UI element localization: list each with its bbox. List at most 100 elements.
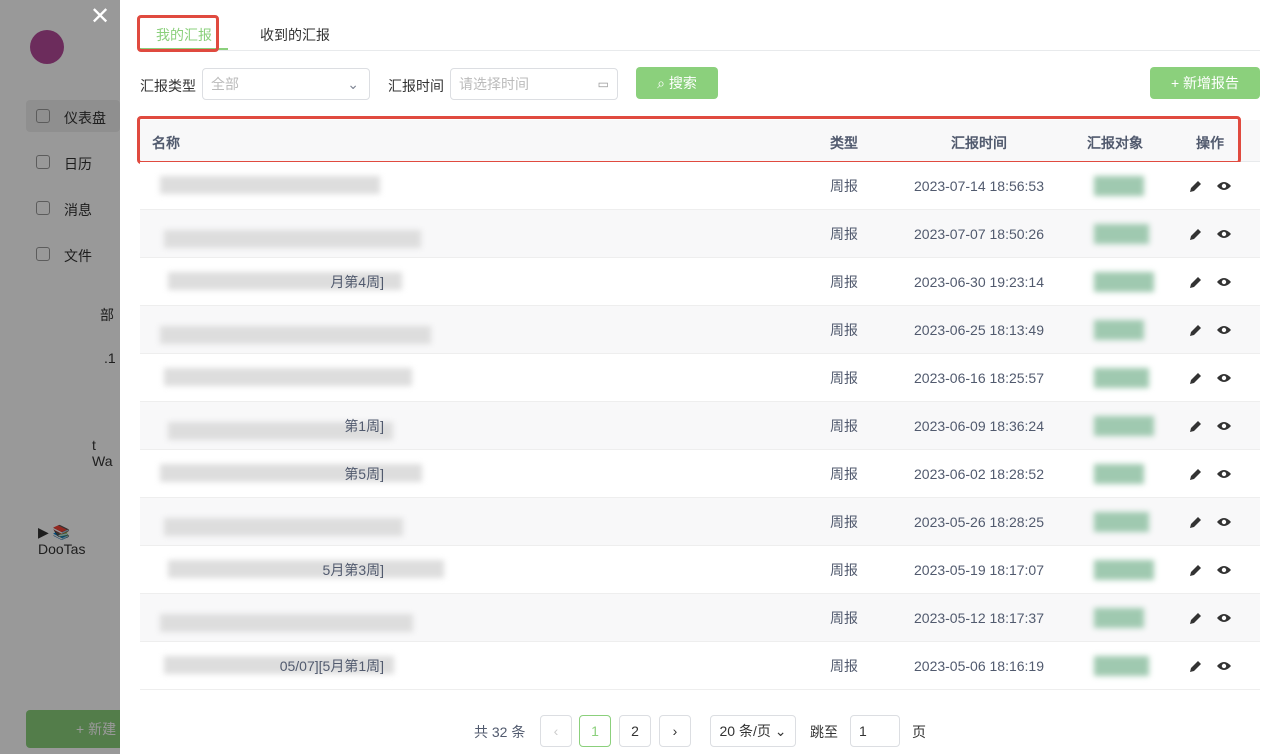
blurred-name (168, 560, 444, 578)
view-icon[interactable] (1216, 563, 1232, 580)
view-icon[interactable] (1216, 227, 1232, 244)
view-icon[interactable] (1216, 515, 1232, 532)
active-item (26, 100, 120, 132)
table-row: 周报 2023-05-26 18:28:25 (140, 498, 1260, 546)
side-icon (36, 247, 50, 261)
highlight (137, 15, 219, 52)
placeholder: 请选择时间 (459, 76, 529, 92)
project[interactable]: ▶ 📚 DooTas (38, 524, 86, 557)
next[interactable]: › (659, 715, 691, 747)
modal: 我的汇报 收到的汇报 汇报类型 全部 ⌄ 汇报时间 请选择时间 ▭ ⌕ 搜索 + 新… (120, 0, 1280, 754)
table-row: 5月第3周] 周报 2023-05-19 18:17:07 (140, 546, 1260, 594)
side-text: t Wa (92, 437, 113, 469)
row-name: 第5周] (344, 466, 384, 482)
row-type: 周报 (830, 418, 858, 434)
blurred-name (164, 368, 412, 386)
row-type: 周报 (830, 514, 858, 530)
view-icon[interactable] (1216, 611, 1232, 628)
row-time: 2023-06-09 18:36:24 (914, 418, 1044, 434)
total: 共 32 条 (474, 724, 526, 740)
page-size[interactable]: 20 条/页 ⌄ (710, 715, 796, 747)
row-type: 周报 (830, 658, 858, 674)
edit-icon[interactable] (1189, 467, 1203, 484)
row-time: 2023-05-19 18:17:07 (914, 562, 1044, 578)
edit-icon[interactable] (1189, 275, 1203, 292)
page[interactable]: 1 (579, 715, 611, 747)
blurred-target (1094, 224, 1149, 244)
placeholder: 全部 (211, 76, 239, 92)
edit-icon[interactable] (1189, 563, 1203, 580)
blurred-target (1094, 560, 1154, 580)
view-icon[interactable] (1216, 419, 1232, 436)
edit-icon[interactable] (1189, 371, 1203, 388)
prev[interactable]: ‹ (540, 715, 572, 747)
row-type: 周报 (830, 562, 858, 578)
side-item[interactable]: 文件 (64, 248, 92, 264)
blurred-name (164, 518, 403, 536)
view-icon[interactable] (1216, 275, 1232, 292)
column-header: 名称 (152, 135, 180, 151)
new-text: 新建 (88, 721, 117, 737)
blurred-name (160, 614, 413, 632)
edit-icon[interactable] (1189, 179, 1203, 196)
new-button[interactable]: + 新建 (26, 710, 126, 748)
goto: 跳至 (810, 724, 838, 740)
row-time: 2023-06-16 18:25:57 (914, 370, 1044, 386)
table-row: 05/07][5月第1周] 周报 2023-05-06 18:16:19 (140, 642, 1260, 690)
view-icon[interactable] (1216, 371, 1232, 388)
avatar (30, 30, 64, 64)
close[interactable]: ✕ (90, 3, 111, 30)
row-time: 2023-06-25 18:13:49 (914, 322, 1044, 338)
row-type: 周报 (830, 322, 858, 338)
view-icon[interactable] (1216, 467, 1232, 484)
row-type: 周报 (830, 226, 858, 242)
button-text: 新增报告 (1183, 75, 1240, 91)
table-row: 周报 2023-07-07 18:50:26 (140, 210, 1260, 258)
row-name: 第1周] (344, 418, 384, 434)
row-type: 周报 (830, 370, 858, 386)
tab[interactable]: 我的汇报 (156, 27, 212, 43)
blurred-name (164, 230, 421, 248)
side-text: 部 (100, 307, 114, 323)
row-time: 2023-07-07 18:50:26 (914, 226, 1044, 242)
blurred-target (1094, 368, 1149, 388)
row-type: 周报 (830, 466, 858, 482)
column-header: 汇报对象 (1087, 135, 1143, 151)
side-item[interactable]: 仪表盘 (64, 110, 106, 126)
edit-icon[interactable] (1189, 323, 1203, 340)
tab[interactable]: 收到的汇报 (260, 27, 330, 43)
side-item[interactable]: 日历 (64, 156, 92, 172)
side-item[interactable]: 消息 (64, 202, 92, 218)
view-icon[interactable] (1216, 179, 1232, 196)
edit-icon[interactable] (1189, 515, 1203, 532)
blurred-target (1094, 464, 1144, 484)
row-time: 2023-06-02 18:28:52 (914, 466, 1044, 482)
button-text: 搜索 (668, 75, 697, 91)
page[interactable]: 2 (619, 715, 651, 747)
view-icon[interactable] (1216, 323, 1232, 340)
row-time: 2023-05-26 18:28:25 (914, 514, 1044, 530)
view-icon[interactable] (1216, 659, 1232, 676)
unit: 页 (912, 724, 926, 740)
edit-icon[interactable] (1189, 419, 1203, 436)
blurred-name (168, 422, 393, 440)
time-input[interactable]: 请选择时间 ▭ (450, 68, 618, 100)
blurred-name (160, 464, 422, 482)
edit-icon[interactable] (1189, 659, 1203, 676)
side-icon (36, 201, 50, 215)
table-row: 第1周] 周报 2023-06-09 18:36:24 (140, 402, 1260, 450)
table-row: 第5周] 周报 2023-06-02 18:28:52 (140, 450, 1260, 498)
edit-icon[interactable] (1189, 611, 1203, 628)
column-header: 汇报时间 (951, 135, 1007, 151)
add-button[interactable]: + 新增报告 (1150, 67, 1260, 99)
blurred-target (1094, 608, 1144, 628)
goto-input[interactable]: 1 (850, 715, 900, 747)
table-row: 周报 2023-05-12 18:17:37 (140, 594, 1260, 642)
size-text: 20 条/页 (719, 723, 771, 739)
tab-divider (140, 50, 1260, 51)
edit-icon[interactable] (1189, 227, 1203, 244)
search-button[interactable]: ⌕ 搜索 (636, 67, 718, 99)
row-time: 2023-05-12 18:17:37 (914, 610, 1044, 626)
type-select[interactable]: 全部 ⌄ (202, 68, 370, 100)
